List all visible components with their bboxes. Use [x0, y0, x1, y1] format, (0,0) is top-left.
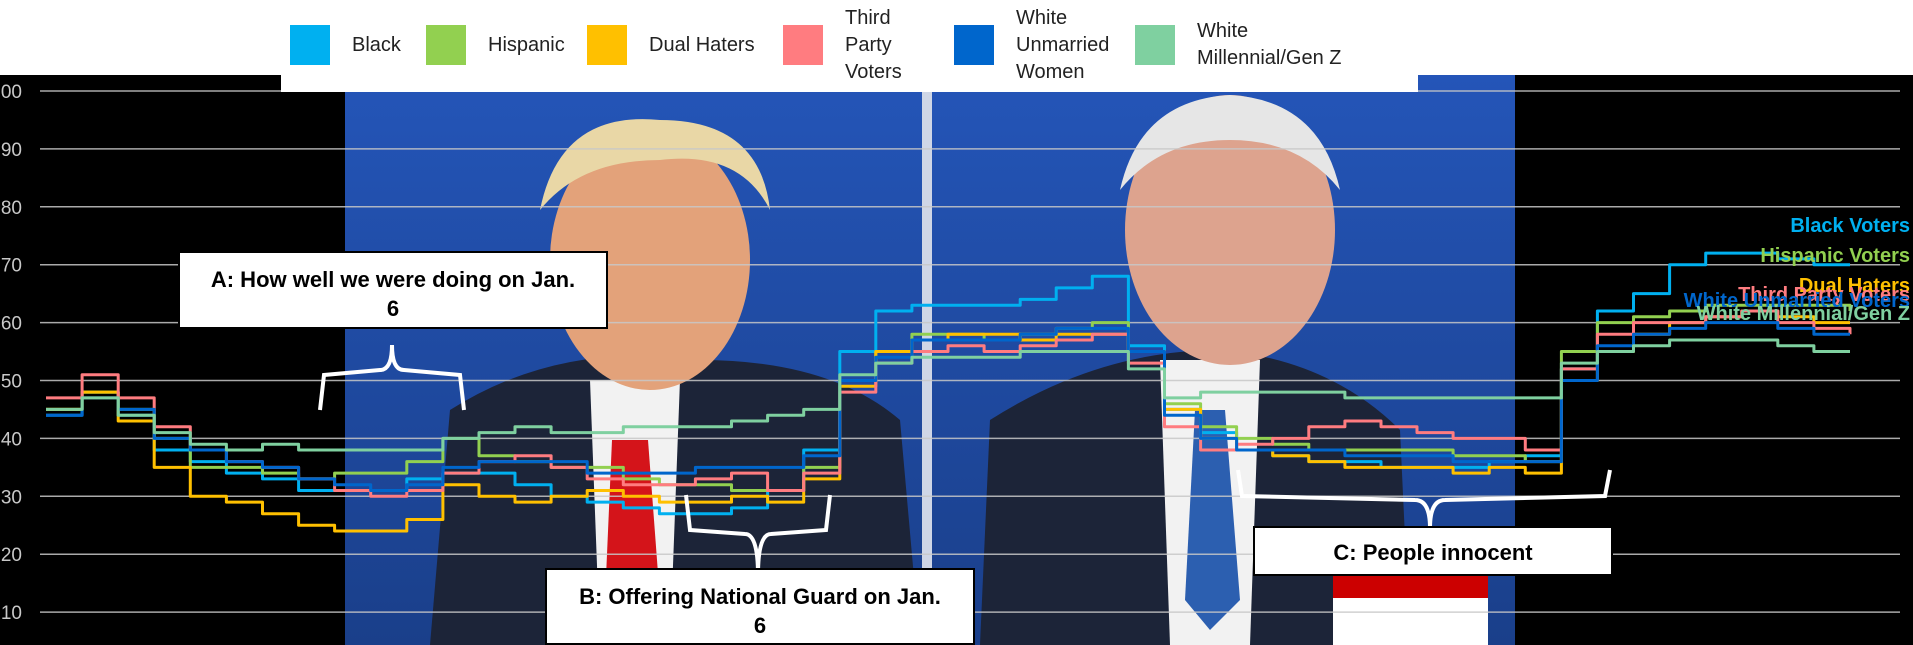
legend-item-third-party: Third Party Voters: [783, 5, 940, 86]
end-label-hispanic-voters: Hispanic Voters: [1760, 245, 1910, 267]
y-tick-label: 80: [1, 198, 22, 219]
end-label-black-voters: Black Voters: [1790, 215, 1910, 237]
legend: Black Hispanic Dual Haters Third Party V…: [290, 0, 1381, 90]
series-lines: [46, 251, 1852, 533]
legend-swatch-white-unmarried-women: [954, 25, 994, 65]
end-label-white-millennial-gen-z: White Millennial/Gen Z: [1697, 303, 1910, 325]
legend-swatch-third-party: [783, 25, 823, 65]
y-axis-ticks: 00 90 80 70 60 50 40 30 20 10: [1, 82, 22, 624]
legend-label-black: Black: [352, 33, 401, 56]
legend-label-white-millennial: White Millennial/Gen Z: [1197, 20, 1342, 69]
end-label-third-party-voters: Third Party Voters: [1738, 284, 1910, 306]
end-label-dual-haters: Dual Haters: [1799, 275, 1910, 297]
y-tick-label: 50: [1, 372, 22, 393]
y-tick-label: 40: [1, 429, 22, 450]
legend-background: [281, 0, 1418, 92]
y-tick-label: 30: [1, 487, 22, 508]
legend-label-white-unmarried-women: White Unmarried Women: [1016, 6, 1110, 83]
annotation-b: B: Offering National Guard on Jan. 6: [545, 568, 975, 645]
legend-swatch-hispanic: [426, 25, 466, 65]
legend-label-third-party: Third Party Voters: [845, 6, 902, 83]
end-label-white-unmarried-voters: White Unmarried Voters: [1684, 290, 1910, 312]
legend-label-hispanic: Hispanic: [488, 33, 565, 56]
series-line-white-millennial-gen-z: [46, 338, 1850, 452]
y-tick-label: 10: [1, 603, 22, 624]
legend-swatch-white-millennial: [1135, 25, 1175, 65]
legend-item-hispanic: Hispanic: [426, 25, 573, 65]
y-tick-label: 90: [1, 140, 22, 161]
y-tick-label: 20: [1, 545, 22, 566]
legend-swatch-dual-haters: [587, 25, 627, 65]
legend-item-white-unmarried-women: White Unmarried Women: [954, 5, 1121, 86]
y-tick-label: 60: [1, 314, 22, 335]
annotation-c: C: People innocent: [1253, 526, 1613, 576]
legend-item-black: Black: [290, 25, 412, 65]
series-line-third-party-voters: [46, 309, 1852, 498]
legend-item-dual-haters: Dual Haters: [587, 25, 769, 65]
series-end-labels: Black Voters Hispanic Voters Dual HatersTh…: [1684, 215, 1910, 325]
stage-divider: [922, 75, 932, 645]
bracket-a: [318, 344, 466, 411]
series-line-white-unmarried-women: [46, 321, 1850, 492]
annotation-a: A: How well we were doing on Jan. 6: [178, 251, 608, 329]
legend-swatch-black: [290, 25, 330, 65]
legend-label-dual-haters: Dual Haters: [649, 33, 755, 56]
right-speaker-figure: [980, 95, 1488, 645]
y-tick-label: 70: [1, 256, 22, 277]
legend-item-white-millennial: White Millennial/Gen Z: [1135, 18, 1367, 72]
y-tick-label: 00: [1, 82, 22, 103]
